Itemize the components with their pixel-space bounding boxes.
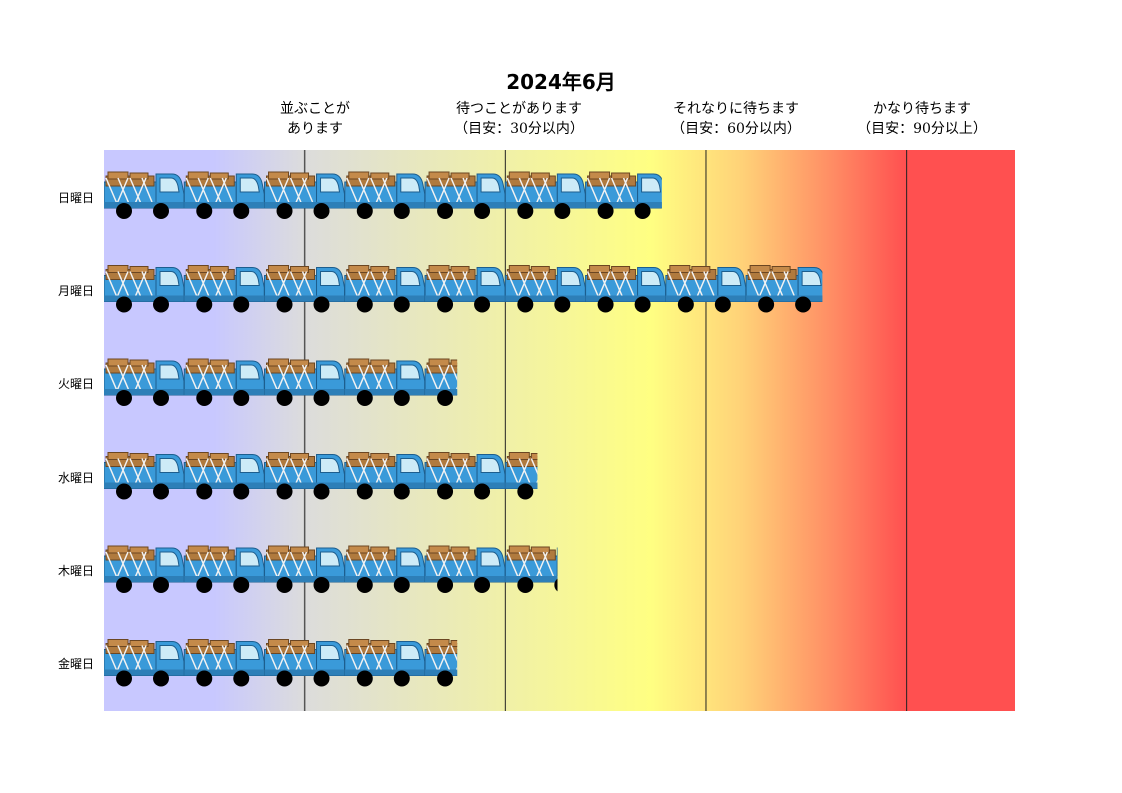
- tick-label-sunday: 日曜日: [57, 191, 94, 205]
- tick-label-monday: 月曜日: [57, 284, 94, 298]
- zone-label-wait-60: それなりに待ちます （目安：60分以内）: [626, 99, 846, 139]
- plot-background: [104, 150, 1015, 711]
- tick-label-wednesday: 水曜日: [57, 471, 94, 485]
- zone-label-line: 並ぶことが: [280, 101, 350, 117]
- chart-title: 2024年6月: [506, 70, 616, 94]
- zone-label-queue: 並ぶことが あります: [205, 99, 425, 139]
- zone-label-line: かなり待ちます: [873, 101, 971, 117]
- tick-label-tuesday: 火曜日: [57, 377, 94, 391]
- zone-label-line: （目安：90分以上）: [857, 121, 987, 137]
- zone-label-line: （目安：60分以内）: [671, 121, 801, 137]
- zone-label-wait-30: 待つことがあります （目安：30分以内）: [409, 99, 629, 139]
- tick-label-thursday: 木曜日: [57, 564, 94, 578]
- zone-label-line: あります: [287, 121, 343, 137]
- zone-label-line: 待つことがあります: [456, 101, 582, 117]
- zone-label-wait-90: かなり待ちます （目安：90分以上）: [812, 99, 1032, 139]
- zone-label-line: それなりに待ちます: [673, 101, 799, 117]
- tick-label-friday: 金曜日: [57, 657, 94, 671]
- zone-label-line: （目安：30分以内）: [454, 121, 584, 137]
